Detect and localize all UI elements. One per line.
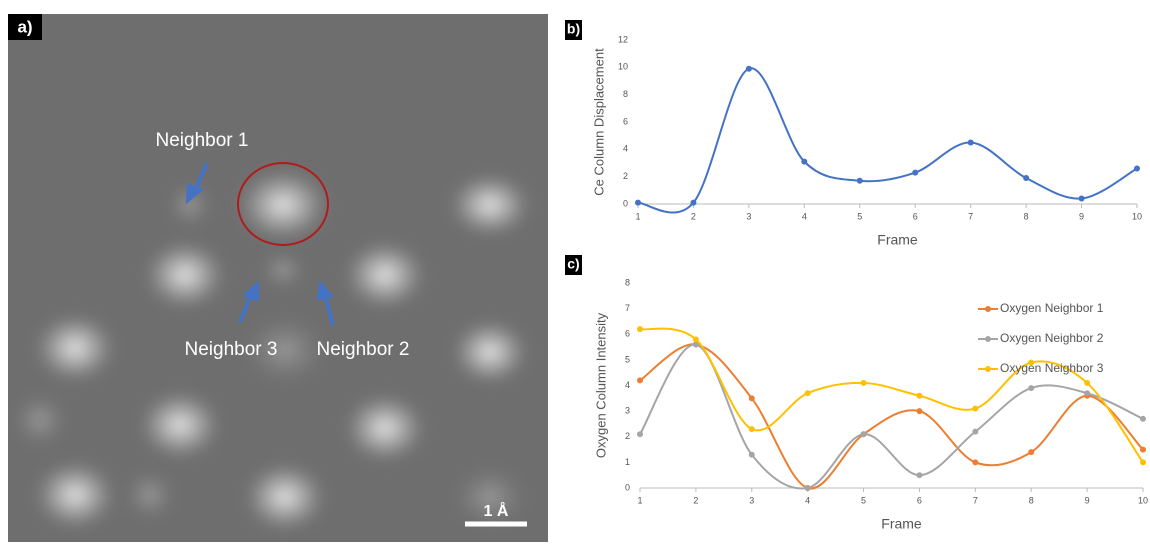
data-point <box>912 169 919 176</box>
legend-swatch <box>985 336 991 342</box>
data-point <box>916 392 923 399</box>
data-point <box>860 379 867 386</box>
data-point <box>916 408 923 415</box>
data-point <box>1028 385 1035 392</box>
x-tick-label: 8 <box>1029 495 1034 505</box>
y-tick-label: 7 <box>625 303 630 313</box>
data-point <box>748 451 755 458</box>
y-tick-label: 8 <box>625 277 630 287</box>
y-tick-label: 3 <box>625 406 630 416</box>
x-tick-label: 7 <box>973 495 978 505</box>
data-point <box>1028 359 1035 366</box>
y-axis-label: Oxygen Column Intensity <box>593 312 608 458</box>
x-tick-label: 9 <box>1085 495 1090 505</box>
neighbor-label: Neighbor 2 <box>317 339 410 360</box>
y-tick-label: 6 <box>623 116 628 126</box>
y-tick-label: 5 <box>625 354 630 364</box>
y-tick-label: 2 <box>623 171 628 181</box>
data-point <box>637 431 643 438</box>
data-point <box>1028 449 1035 456</box>
legend-swatch <box>985 306 991 312</box>
panel-label-box <box>8 14 42 40</box>
x-tick-label: 6 <box>913 211 918 221</box>
legend-swatch <box>985 366 991 372</box>
legend-label: Oxygen Neighbor 2 <box>1000 331 1104 345</box>
panel-label-box <box>565 20 582 40</box>
data-point <box>692 341 699 348</box>
data-point <box>856 177 863 184</box>
x-tick-label: 1 <box>637 495 642 505</box>
x-axis-label: Frame <box>877 232 918 248</box>
y-tick-label: 8 <box>623 89 628 99</box>
series-line <box>639 343 1144 490</box>
x-tick-label: 4 <box>802 211 807 221</box>
data-point <box>690 199 697 206</box>
y-tick-label: 1 <box>625 457 630 467</box>
x-tick-label: 5 <box>857 211 862 221</box>
x-axis-label: Frame <box>881 516 922 532</box>
x-tick-label: 4 <box>805 495 810 505</box>
data-point <box>637 326 643 333</box>
data-point <box>745 65 752 72</box>
data-point <box>804 390 811 397</box>
data-point <box>860 431 867 438</box>
data-point <box>1078 195 1085 202</box>
neighbor-label: Neighbor 1 <box>156 130 249 151</box>
x-tick-label: 8 <box>1024 211 1029 221</box>
data-point <box>801 158 808 165</box>
arrows <box>185 162 335 326</box>
data-point <box>1140 459 1146 466</box>
data-point <box>1023 175 1030 182</box>
y-tick-label: 0 <box>623 198 628 208</box>
y-tick-label: 4 <box>623 144 628 154</box>
data-point <box>1140 415 1146 422</box>
x-tick-label: 1 <box>635 211 640 221</box>
data-point <box>748 426 755 433</box>
highlight-circle <box>237 162 329 246</box>
x-tick-label: 3 <box>749 495 754 505</box>
data-point <box>972 428 979 435</box>
data-point <box>967 139 974 146</box>
panel-label: a) <box>17 17 32 36</box>
data-point <box>748 395 755 402</box>
data-point <box>972 459 979 466</box>
x-tick-label: 9 <box>1079 211 1084 221</box>
y-axis-label: Ce Column Displacement <box>591 48 606 196</box>
series-line <box>637 67 1138 214</box>
legend-label: Oxygen Neighbor 1 <box>1000 301 1104 315</box>
y-tick-label: 12 <box>618 34 628 44</box>
y-tick-label: 0 <box>625 482 630 492</box>
x-tick-label: 3 <box>746 211 751 221</box>
panel-label-box <box>565 255 582 275</box>
x-tick-label: 6 <box>917 495 922 505</box>
panel-label: b) <box>567 21 580 37</box>
x-tick-label: 7 <box>968 211 973 221</box>
data-point <box>972 405 979 412</box>
data-point <box>637 377 643 384</box>
y-tick-label: 10 <box>618 62 628 72</box>
x-tick-label: 2 <box>691 211 696 221</box>
neighbor-label: Neighbor 3 <box>185 339 278 360</box>
x-tick-label: 2 <box>693 495 698 505</box>
micrograph: a) Neighbor 1 Neighbor 3 Neighbor 2 1 Å <box>8 14 548 542</box>
data-point <box>1084 390 1091 397</box>
data-point <box>635 199 641 206</box>
data-point <box>1140 446 1146 453</box>
data-point <box>692 336 699 343</box>
y-tick-label: 2 <box>625 431 630 441</box>
x-tick-label: 10 <box>1138 495 1148 505</box>
x-tick-label: 5 <box>861 495 866 505</box>
x-tick-label: 10 <box>1132 211 1142 221</box>
y-tick-label: 4 <box>625 380 630 390</box>
legend-label: Oxygen Neighbor 3 <box>1000 361 1104 375</box>
series-line <box>639 327 1144 463</box>
data-point <box>916 472 923 479</box>
data-point <box>1134 165 1140 172</box>
data-point <box>804 485 811 491</box>
panel-label: c) <box>567 256 579 272</box>
y-tick-label: 6 <box>625 329 630 339</box>
scale-bar-label: 1 Å <box>484 501 509 520</box>
data-point <box>1084 379 1091 386</box>
